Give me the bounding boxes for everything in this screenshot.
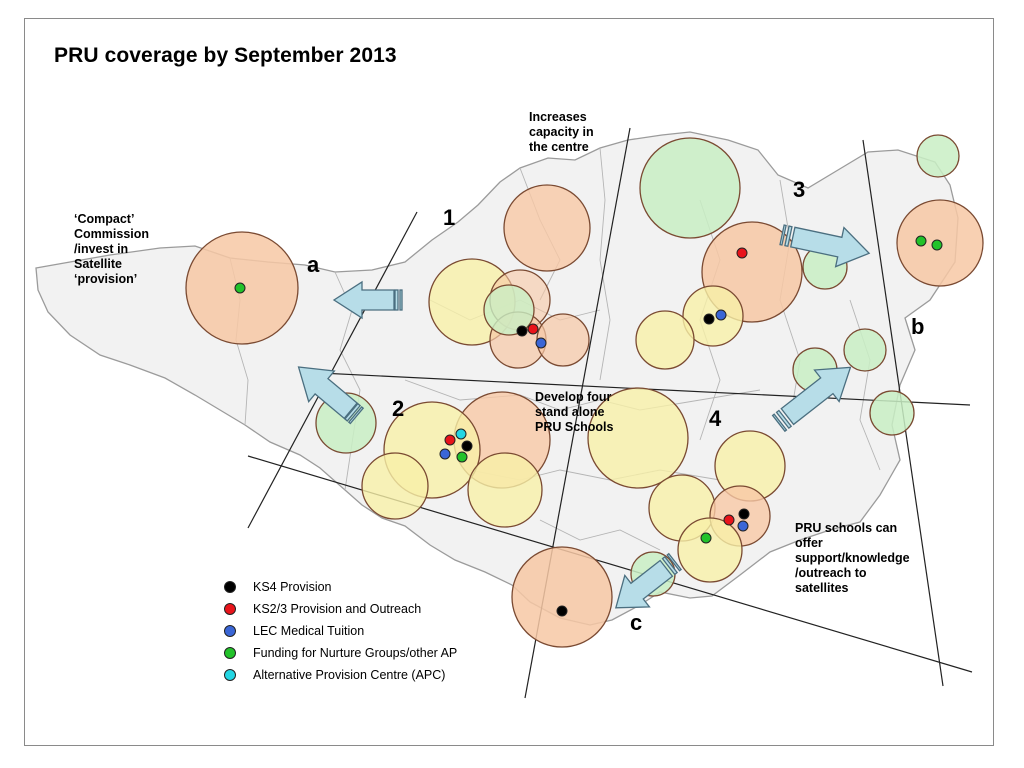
legend: KS4 Provision KS2/3 Provision and Outrea… [224,576,457,686]
zone-circle-4-yellow-bottom [677,517,743,583]
legend-item-nurture: Funding for Nurture Groups/other AP [224,642,457,664]
legend-label-ks4: KS4 Provision [253,580,332,594]
arrow-3 [779,224,871,268]
legend-label-nurture: Funding for Nurture Groups/other AP [253,646,458,660]
legend-item-ks23: KS2/3 Provision and Outreach [224,598,457,620]
arrow-b [771,366,852,433]
legend-dot-nurture [224,647,236,659]
zone-circle-1-top [503,184,591,272]
zone-letter-c: c [630,610,643,635]
zone-letter-a: a [307,252,320,277]
zone-circle-2-yellow-left [361,452,429,520]
dot-green-a [234,282,246,294]
legend-dot-apc [224,669,236,681]
dot-green-b1 [915,235,927,247]
dot-ks4-c [556,605,568,617]
dot-green-4 [700,532,712,544]
zone-number-4: 4 [709,406,722,431]
arrows [297,224,871,609]
dot-ks4-3 [703,313,715,325]
note-pru-schools: PRU schools can offer support/knowledge … [795,521,910,595]
note-develop-schools: Develop four stand alone PRU Schools [535,390,614,434]
dot-green-b2 [931,239,943,251]
dot-ks4-1 [516,325,528,337]
dot-ks23-3 [736,247,748,259]
zone-circle-green-ne-top [916,134,960,178]
zone-letter-b: b [911,314,925,339]
legend-dot-lec [224,625,236,637]
legend-dot-ks23 [224,603,236,615]
dot-apc-2 [455,428,467,440]
dot-lec-4 [737,520,749,532]
zone-circle-green-b1 [843,328,887,372]
dot-lec-2 [439,448,451,460]
legend-item-ks4: KS4 Provision [224,576,457,598]
zone-circle-green-b3 [869,390,915,436]
note-increases-capacity: Increases capacity in the centre [529,110,594,154]
legend-label-lec: LEC Medical Tuition [253,624,365,638]
legend-label-ks23: KS2/3 Provision and Outreach [253,602,422,616]
zone-circle-c-orange [511,546,613,648]
legend-label-apc: Alternative Provision Centre (APC) [253,668,446,682]
dot-ks4-4 [738,508,750,520]
dot-ks23-1 [527,323,539,335]
zone-circle-green-north [639,137,741,239]
dot-green-2 [456,451,468,463]
legend-item-apc: Alternative Provision Centre (APC) [224,664,457,686]
legend-dot-ks4 [224,581,236,593]
dot-ks23-4 [723,514,735,526]
dot-ks4-2 [461,440,473,452]
legend-item-lec: LEC Medical Tuition [224,620,457,642]
provision-dots [234,235,943,617]
dot-ks23-2 [444,434,456,446]
dot-lec-3 [715,309,727,321]
zone-circle-1-green [483,284,535,336]
zone-number-1: 1 [443,205,456,230]
zone-circle-4-yellow-big [587,387,689,489]
arrow-c [614,552,683,609]
arrow-a [332,280,403,320]
arrow-2 [297,366,365,425]
note-compact-commission: ‘Compact’ Commission /invest in Satellit… [74,212,150,286]
zone-number-2: 2 [392,396,405,421]
zone-number-3: 3 [793,177,806,202]
page-title: PRU coverage by September 2013 [54,44,397,67]
zone-circle-2-yellow-right [467,452,543,528]
zone-circle-3-yellow-b [635,310,695,370]
dot-lec-1 [535,337,547,349]
